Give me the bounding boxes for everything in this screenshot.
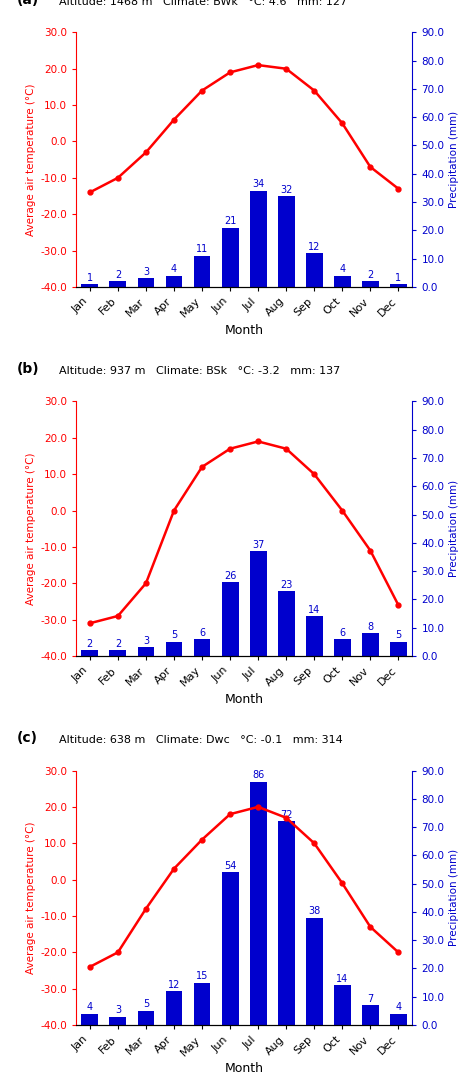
Text: 15: 15 (196, 971, 208, 981)
Text: 5: 5 (395, 630, 401, 641)
Text: 12: 12 (168, 980, 180, 989)
Y-axis label: Precipitation (mm): Precipitation (mm) (448, 480, 458, 577)
Text: 1: 1 (395, 273, 401, 283)
Bar (250, 191, 266, 287)
Text: 3: 3 (115, 1006, 121, 1015)
Text: 5: 5 (171, 630, 177, 641)
Bar (165, 642, 182, 656)
Bar (390, 642, 407, 656)
Text: Altitude: 937 m   Climate: BSk   °C: -3.2   mm: 137: Altitude: 937 m Climate: BSk °C: -3.2 mm… (59, 366, 340, 375)
Text: 2: 2 (367, 270, 374, 279)
Bar (362, 282, 379, 287)
Text: 26: 26 (224, 571, 236, 581)
Text: 14: 14 (308, 605, 320, 615)
Text: 3: 3 (143, 267, 149, 277)
Text: 2: 2 (115, 270, 121, 279)
Bar (222, 228, 238, 287)
Bar (278, 821, 294, 1025)
Text: 5: 5 (143, 999, 149, 1010)
Y-axis label: Precipitation (mm): Precipitation (mm) (448, 849, 458, 946)
Text: 4: 4 (339, 264, 346, 274)
Text: 38: 38 (308, 906, 320, 916)
Bar (334, 639, 351, 656)
Text: 34: 34 (252, 179, 264, 189)
Text: 8: 8 (367, 622, 374, 632)
Text: (c): (c) (17, 732, 38, 746)
Text: 32: 32 (280, 185, 292, 195)
Text: 4: 4 (171, 264, 177, 274)
Text: 2: 2 (87, 639, 93, 648)
Y-axis label: Average air temperature (°C): Average air temperature (°C) (26, 452, 36, 605)
Bar (222, 872, 238, 1025)
Text: Altitude: 638 m   Climate: Dwc   °C: -0.1   mm: 314: Altitude: 638 m Climate: Dwc °C: -0.1 mm… (59, 735, 343, 746)
Bar (222, 583, 238, 656)
X-axis label: Month: Month (225, 1062, 264, 1075)
Y-axis label: Precipitation (mm): Precipitation (mm) (448, 111, 458, 208)
X-axis label: Month: Month (225, 324, 264, 337)
Bar (165, 992, 182, 1025)
Bar (390, 1014, 407, 1025)
Text: 11: 11 (196, 244, 208, 255)
Bar (193, 256, 210, 287)
Bar (109, 651, 126, 656)
Text: 12: 12 (308, 242, 320, 251)
Text: (b): (b) (17, 361, 39, 375)
Text: 23: 23 (280, 579, 292, 589)
Bar (82, 284, 98, 287)
Text: 6: 6 (199, 628, 205, 638)
Text: 37: 37 (252, 540, 264, 550)
Bar (193, 983, 210, 1025)
Bar (82, 1014, 98, 1025)
Bar (193, 639, 210, 656)
X-axis label: Month: Month (225, 693, 264, 706)
Bar (306, 616, 323, 656)
Text: 2: 2 (115, 639, 121, 648)
Bar (334, 985, 351, 1025)
Text: 4: 4 (87, 1002, 93, 1012)
Text: 7: 7 (367, 994, 374, 1003)
Bar (306, 917, 323, 1025)
Bar (109, 1016, 126, 1025)
Bar (250, 782, 266, 1025)
Text: Altitude: 1468 m   Climate: BWk   °C: 4.6   mm: 127: Altitude: 1468 m Climate: BWk °C: 4.6 mm… (59, 0, 347, 6)
Bar (390, 284, 407, 287)
Text: 86: 86 (252, 770, 264, 780)
Bar (109, 282, 126, 287)
Text: 6: 6 (339, 628, 346, 638)
Text: (a): (a) (17, 0, 39, 6)
Bar (250, 551, 266, 656)
Text: 3: 3 (143, 637, 149, 646)
Bar (82, 651, 98, 656)
Bar (137, 647, 155, 656)
Text: 54: 54 (224, 861, 236, 871)
Text: 14: 14 (336, 974, 348, 984)
Text: 1: 1 (87, 273, 93, 283)
Text: 4: 4 (395, 1002, 401, 1012)
Bar (137, 1011, 155, 1025)
Bar (278, 196, 294, 287)
Bar (362, 633, 379, 656)
Bar (334, 275, 351, 287)
Text: 21: 21 (224, 216, 236, 227)
Y-axis label: Average air temperature (°C): Average air temperature (°C) (26, 83, 36, 236)
Bar (306, 252, 323, 287)
Bar (165, 275, 182, 287)
Bar (362, 1006, 379, 1025)
Bar (137, 278, 155, 287)
Y-axis label: Average air temperature (°C): Average air temperature (°C) (26, 821, 36, 974)
Text: 72: 72 (280, 810, 292, 820)
Bar (278, 591, 294, 656)
